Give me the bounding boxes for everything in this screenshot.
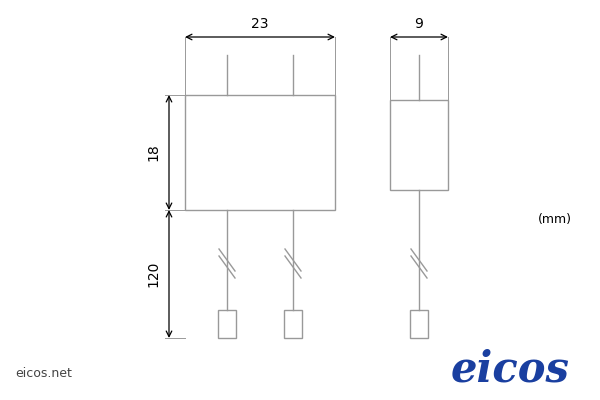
Text: 9: 9 <box>415 17 424 31</box>
Text: (mm): (mm) <box>538 214 572 226</box>
Text: 18: 18 <box>146 144 160 161</box>
Text: 23: 23 <box>251 17 269 31</box>
Bar <box>218 310 236 338</box>
Text: eicos.net: eicos.net <box>15 367 72 380</box>
Text: eicos: eicos <box>451 348 569 390</box>
Bar <box>185 95 335 210</box>
Bar <box>390 100 448 190</box>
Text: 120: 120 <box>146 261 160 287</box>
Bar <box>284 310 302 338</box>
Bar <box>410 310 428 338</box>
